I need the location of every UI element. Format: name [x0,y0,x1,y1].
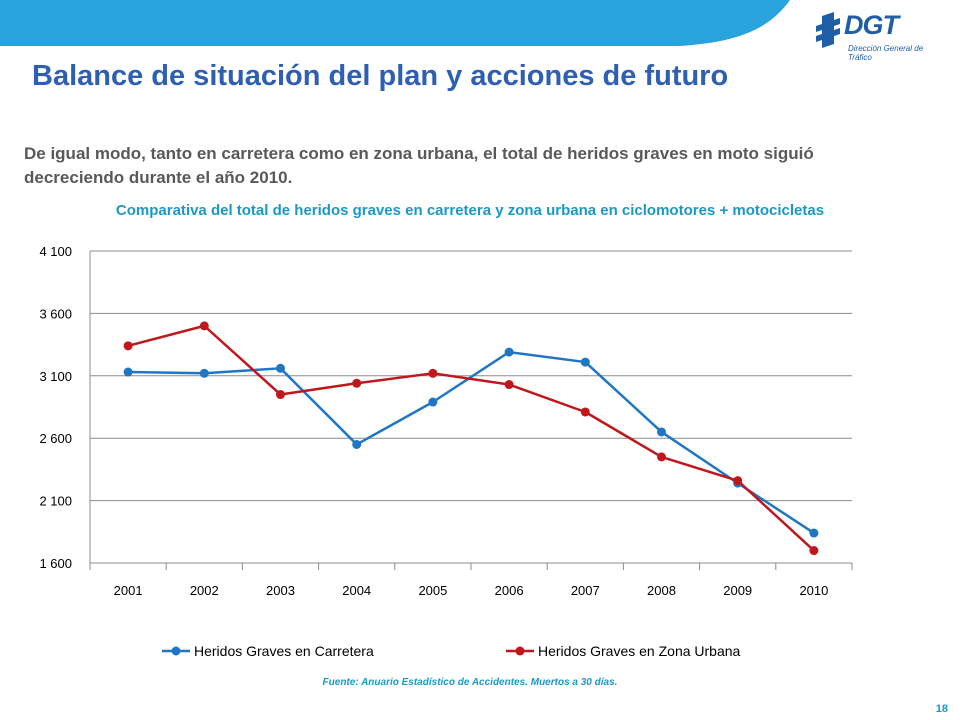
y-tick-label: 2 600 [39,431,72,446]
axes [89,251,853,570]
data-point-2 [276,390,285,400]
source-note: Fuente: Anuario Estadístico de Accidente… [322,677,618,688]
x-tick-label: 2004 [342,583,371,598]
y-tick-label: 3 100 [39,369,72,384]
x-tick-label: 2001 [114,583,143,598]
series-line-2 [127,324,815,552]
dgt-cross-icon [816,12,840,48]
legend-label-2: Heridos Graves en Zona Urbana [538,643,741,659]
data-point-2 [809,546,819,556]
data-point-1 [123,367,133,377]
x-tick-label: 2006 [495,583,524,598]
dgt-logo: DGT Dirección General de Tráfico [812,8,952,64]
header-banner [0,0,790,46]
logo-subtitle: Dirección General de Tráfico [848,44,924,62]
page-number: 18 [935,703,948,715]
page-title: Balance de situación del plan y acciones… [32,60,729,92]
y-tick-label: 2 100 [39,494,72,509]
data-point-2 [123,341,133,351]
data-point-2 [199,321,209,331]
y-tick-label: 1 600 [39,556,72,571]
x-tick-label: 2008 [647,583,676,598]
chart-title: Comparativa del total de heridos graves … [115,202,825,219]
data-point-1 [276,363,285,373]
x-tick-label: 2009 [723,583,752,598]
data-point-1 [809,528,819,538]
data-point-2 [428,368,438,378]
y-tick-label: 4 100 [39,244,72,259]
x-tick-label: 2002 [190,583,219,598]
data-point-2 [504,380,514,390]
x-tick-label: 2007 [571,583,600,598]
data-point-2 [733,476,743,486]
y-tick-label: 3 600 [39,306,72,321]
x-tick-label: 2005 [418,583,447,598]
data-point-1 [428,397,438,407]
legend-marker-2 [515,646,525,656]
series [123,321,819,556]
y-tick-labels: 1 600 2 100 2 600 3 100 3 600 4 100 [39,244,72,571]
legend-label-1: Heridos Graves en Carretera [194,643,374,659]
data-point-1 [580,357,590,367]
data-point-1 [352,439,362,449]
intro-text: De igual modo, tanto en carretera como e… [24,144,814,187]
x-tick-label: 2003 [266,583,295,598]
data-point-2 [352,378,362,388]
data-point-2 [580,407,590,417]
data-point-1 [504,347,514,357]
x-tick-label: 2010 [799,583,828,598]
legend-marker-1 [171,646,181,656]
legend: Heridos Graves en Carretera Heridos Grave… [162,643,741,659]
data-point-2 [657,452,666,462]
logo-text: DGT [844,10,899,40]
data-point-1 [657,427,666,437]
series-line-1 [128,350,815,535]
x-tick-labels: 2001 2002 2003 2004 2005 2006 2007 2008 2009 2010 [114,583,829,598]
data-point-1 [199,368,209,378]
